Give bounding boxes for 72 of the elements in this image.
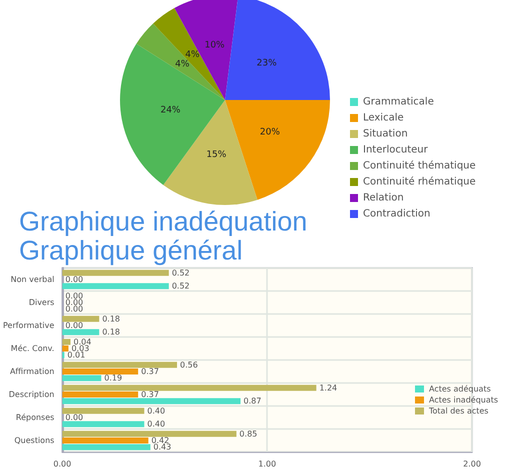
legend-label: Continuité thématique [363,160,476,172]
y-tick-label: Performative [2,321,54,330]
legend-label: Actes adéquats [429,384,491,394]
legend-label: Relation [363,192,404,204]
x-tick-label: 1.00 [258,460,276,468]
data-label: 15% [206,150,227,160]
data-label: 0.85 [239,429,258,438]
data-label: 0.56 [180,360,198,370]
data-label: 0.37 [141,367,159,376]
data-label: 0.43 [153,442,172,452]
bar [62,421,144,428]
chart-title: Graphique général [19,236,243,266]
data-label: 0.03 [71,344,90,353]
bar [62,398,241,404]
legend-label: Lexicale [363,112,404,124]
data-label: 1.24 [319,383,338,392]
bar [62,438,148,444]
legend-label: Grammaticale [363,96,434,108]
y-tick-label: Non verbal [10,275,54,284]
bar [62,283,169,290]
data-label: 0.87 [244,396,262,406]
x-tick-label: 2.00 [463,460,481,468]
bar [62,392,138,398]
data-label: 0.00 [65,298,84,307]
data-label: 24% [160,105,181,116]
bar [62,430,236,437]
data-label: 0.01 [67,350,86,360]
y-tick-label: Questions [14,436,54,445]
bar [62,408,144,414]
y-tick-label: Affirmation [10,367,54,376]
data-label: 0.37 [141,390,159,399]
data-label: 4% [175,60,190,70]
bar [62,270,169,276]
bar [62,316,100,322]
bar [62,444,150,450]
data-label: 0.00 [65,413,84,422]
data-label: 0.00 [65,291,84,300]
legend-label: Continuité rhématique [363,176,476,188]
x-tick-label: 0.00 [53,460,72,468]
legend-label: Actes inadéquats [429,396,498,404]
data-label: 0.04 [74,337,92,346]
legend-label: Contradiction [363,208,430,220]
bar [62,329,100,336]
bar [62,362,178,368]
legend-label: Situation [363,128,408,140]
data-label: 0.18 [102,328,120,337]
data-label: 23% [256,58,278,68]
bar [62,368,138,374]
bar [62,375,102,382]
data-label: 0.00 [65,275,84,284]
data-label: 0.00 [65,304,84,314]
data-label: 0.52 [172,282,190,291]
data-label: 4% [185,50,200,60]
text: Graphique inadéquation [19,206,308,236]
data-label: 20% [260,128,280,138]
data-label: 0.00 [65,321,84,330]
y-tick-label: Réponses [16,413,54,422]
bar [62,346,68,352]
bar [62,384,316,391]
y-tick-label: Description [8,390,54,399]
data-label: 0.18 [102,314,120,324]
legend-label: Total des actes [428,406,488,416]
data-label: 10% [204,40,226,50]
data-label: 0.19 [104,374,122,383]
y-tick-label: Divers [28,298,54,307]
legend-label: Interlocuteur [363,144,429,156]
data-label: 0.52 [172,268,190,278]
bar [62,338,71,345]
data-label: 0.42 [151,436,170,445]
data-label: 0.40 [147,406,166,416]
y-tick-label: Méc. Conv. [10,344,54,353]
data-label: 0.40 [147,420,166,429]
